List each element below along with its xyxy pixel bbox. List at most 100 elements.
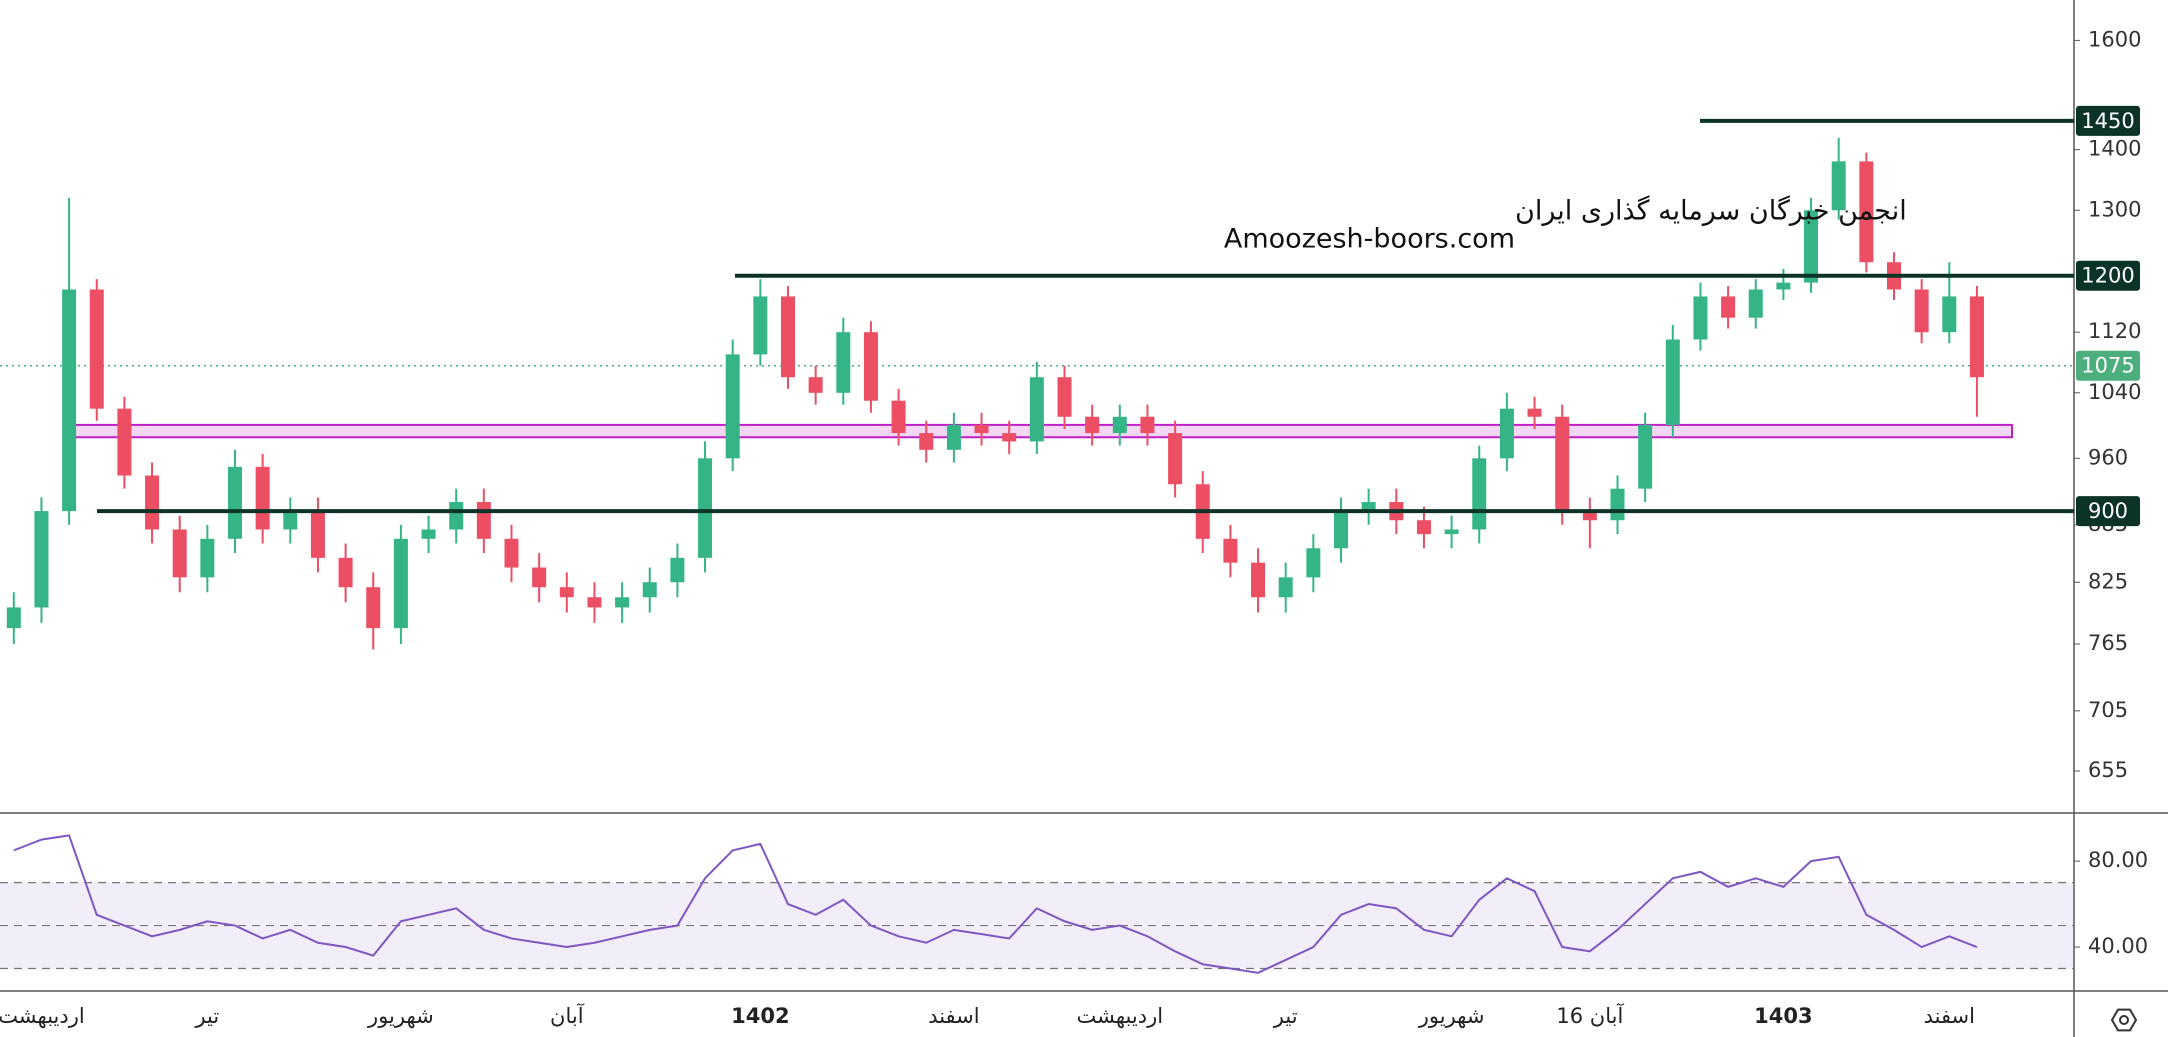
candle-body bbox=[1168, 433, 1183, 485]
candle-body bbox=[1942, 296, 1957, 333]
candle-body bbox=[891, 400, 906, 434]
y-tick-label: 705 bbox=[2088, 698, 2128, 722]
candle-body bbox=[1638, 424, 1653, 489]
candle-body bbox=[946, 424, 961, 450]
candle-body bbox=[1831, 161, 1846, 211]
candle-body bbox=[670, 557, 685, 583]
candle-body bbox=[1859, 161, 1874, 263]
candle-body bbox=[228, 466, 242, 539]
candle-body bbox=[1721, 296, 1736, 318]
settings-circle bbox=[2119, 1015, 2129, 1025]
candle-body bbox=[1776, 282, 1791, 290]
candle-body bbox=[725, 354, 740, 459]
rsi-tick-label: 80.00 bbox=[2088, 848, 2148, 872]
y-tick-label: 960 bbox=[2088, 445, 2128, 469]
candle-body bbox=[366, 587, 381, 629]
x-tick-label: 16 آبان bbox=[1556, 1003, 1624, 1028]
candle-body bbox=[1969, 296, 1984, 378]
candle-body bbox=[615, 597, 630, 608]
x-tick-label: آبان bbox=[550, 1003, 585, 1028]
candle-body bbox=[1582, 511, 1597, 521]
candle-body bbox=[781, 296, 795, 378]
candle-body bbox=[283, 511, 298, 530]
x-tick-label: اسفند bbox=[928, 1004, 979, 1028]
candle-body bbox=[1057, 377, 1072, 417]
candle-body bbox=[1251, 562, 1266, 598]
candle-body bbox=[338, 557, 353, 588]
candle-body bbox=[89, 289, 104, 409]
level-label: 1450 bbox=[2081, 109, 2134, 133]
candle-body bbox=[1472, 458, 1487, 530]
candle-body bbox=[1416, 520, 1431, 535]
candle-body bbox=[1334, 511, 1348, 549]
candles bbox=[6, 138, 1984, 650]
y-tick-label: 1120 bbox=[2088, 319, 2141, 343]
settings-icon[interactable] bbox=[2110, 1008, 2138, 1032]
candle-body bbox=[1002, 433, 1017, 442]
candle-body bbox=[1361, 502, 1376, 512]
candle-body bbox=[476, 502, 491, 539]
candle-body bbox=[145, 475, 160, 530]
candle-body bbox=[421, 529, 436, 539]
level-label-box bbox=[2076, 260, 2140, 291]
candle-body bbox=[1085, 416, 1100, 434]
y-tick-label: 1300 bbox=[2088, 197, 2141, 221]
candle-body bbox=[504, 538, 519, 568]
candle-body bbox=[1610, 488, 1625, 521]
watermark-title: انجمن خبرگان سرمایه گذاری ایران bbox=[1515, 195, 1907, 227]
y-tick-label: 655 bbox=[2088, 758, 2128, 782]
candle-body bbox=[34, 511, 49, 608]
candle-body bbox=[255, 466, 270, 530]
candle-body bbox=[1112, 416, 1127, 434]
candle-body bbox=[1665, 339, 1680, 425]
level-label: 1200 bbox=[2081, 264, 2134, 288]
candle-body bbox=[1527, 408, 1542, 417]
candle-body bbox=[642, 582, 657, 598]
candle-body bbox=[1223, 538, 1238, 563]
candle-body bbox=[559, 587, 574, 598]
candle-body bbox=[808, 377, 823, 393]
last-price-box bbox=[2076, 350, 2140, 381]
candle-body bbox=[1278, 577, 1293, 598]
y-tick-label: 825 bbox=[2088, 569, 2128, 593]
candle-body bbox=[1029, 377, 1044, 442]
x-tick-label: اردیبهشت bbox=[0, 1004, 85, 1028]
candle-body bbox=[919, 433, 934, 450]
candle-body bbox=[836, 332, 851, 393]
x-tick-label: 1402 bbox=[731, 1004, 789, 1028]
y-tick-label: 1040 bbox=[2088, 380, 2141, 404]
candle-body bbox=[200, 538, 215, 578]
candle-body bbox=[1306, 548, 1321, 578]
y-tick-label: 1400 bbox=[2088, 137, 2141, 161]
candle-body bbox=[1444, 529, 1459, 535]
candle-body bbox=[698, 458, 713, 558]
level-label-box bbox=[2076, 496, 2140, 527]
candle-body bbox=[6, 607, 21, 629]
x-tick-label: اردیبهشت bbox=[1077, 1004, 1164, 1028]
candle-body bbox=[1499, 408, 1514, 459]
candle-body bbox=[1140, 416, 1155, 434]
x-tick-label: شهریور bbox=[367, 1004, 434, 1028]
candle-body bbox=[1555, 416, 1570, 512]
y-tick-label: 765 bbox=[2088, 631, 2128, 655]
rsi-line bbox=[13, 834, 1978, 974]
candle-body bbox=[449, 502, 464, 530]
candle-body bbox=[1748, 289, 1763, 318]
candle-body bbox=[532, 567, 547, 588]
x-tick-label: اسفند bbox=[1924, 1004, 1975, 1028]
candle-body bbox=[393, 538, 408, 629]
candle-body bbox=[753, 296, 768, 355]
x-tick-label: تیر bbox=[1273, 1004, 1298, 1028]
candle-body bbox=[117, 408, 132, 476]
x-tick-label: شهریور bbox=[1418, 1004, 1485, 1028]
watermark-url: Amoozesh-boors.com bbox=[1224, 224, 1515, 255]
y-tick-label: 1600 bbox=[2088, 27, 2141, 51]
x-tick-label: 1403 bbox=[1754, 1004, 1812, 1028]
last-price-label: 1075 bbox=[2081, 354, 2134, 378]
candle-body bbox=[310, 511, 325, 558]
x-tick-label: تیر bbox=[194, 1004, 219, 1028]
candle-body bbox=[1693, 296, 1708, 340]
candle-body bbox=[1914, 289, 1929, 333]
settings-hexagon bbox=[2110, 1008, 2138, 1032]
